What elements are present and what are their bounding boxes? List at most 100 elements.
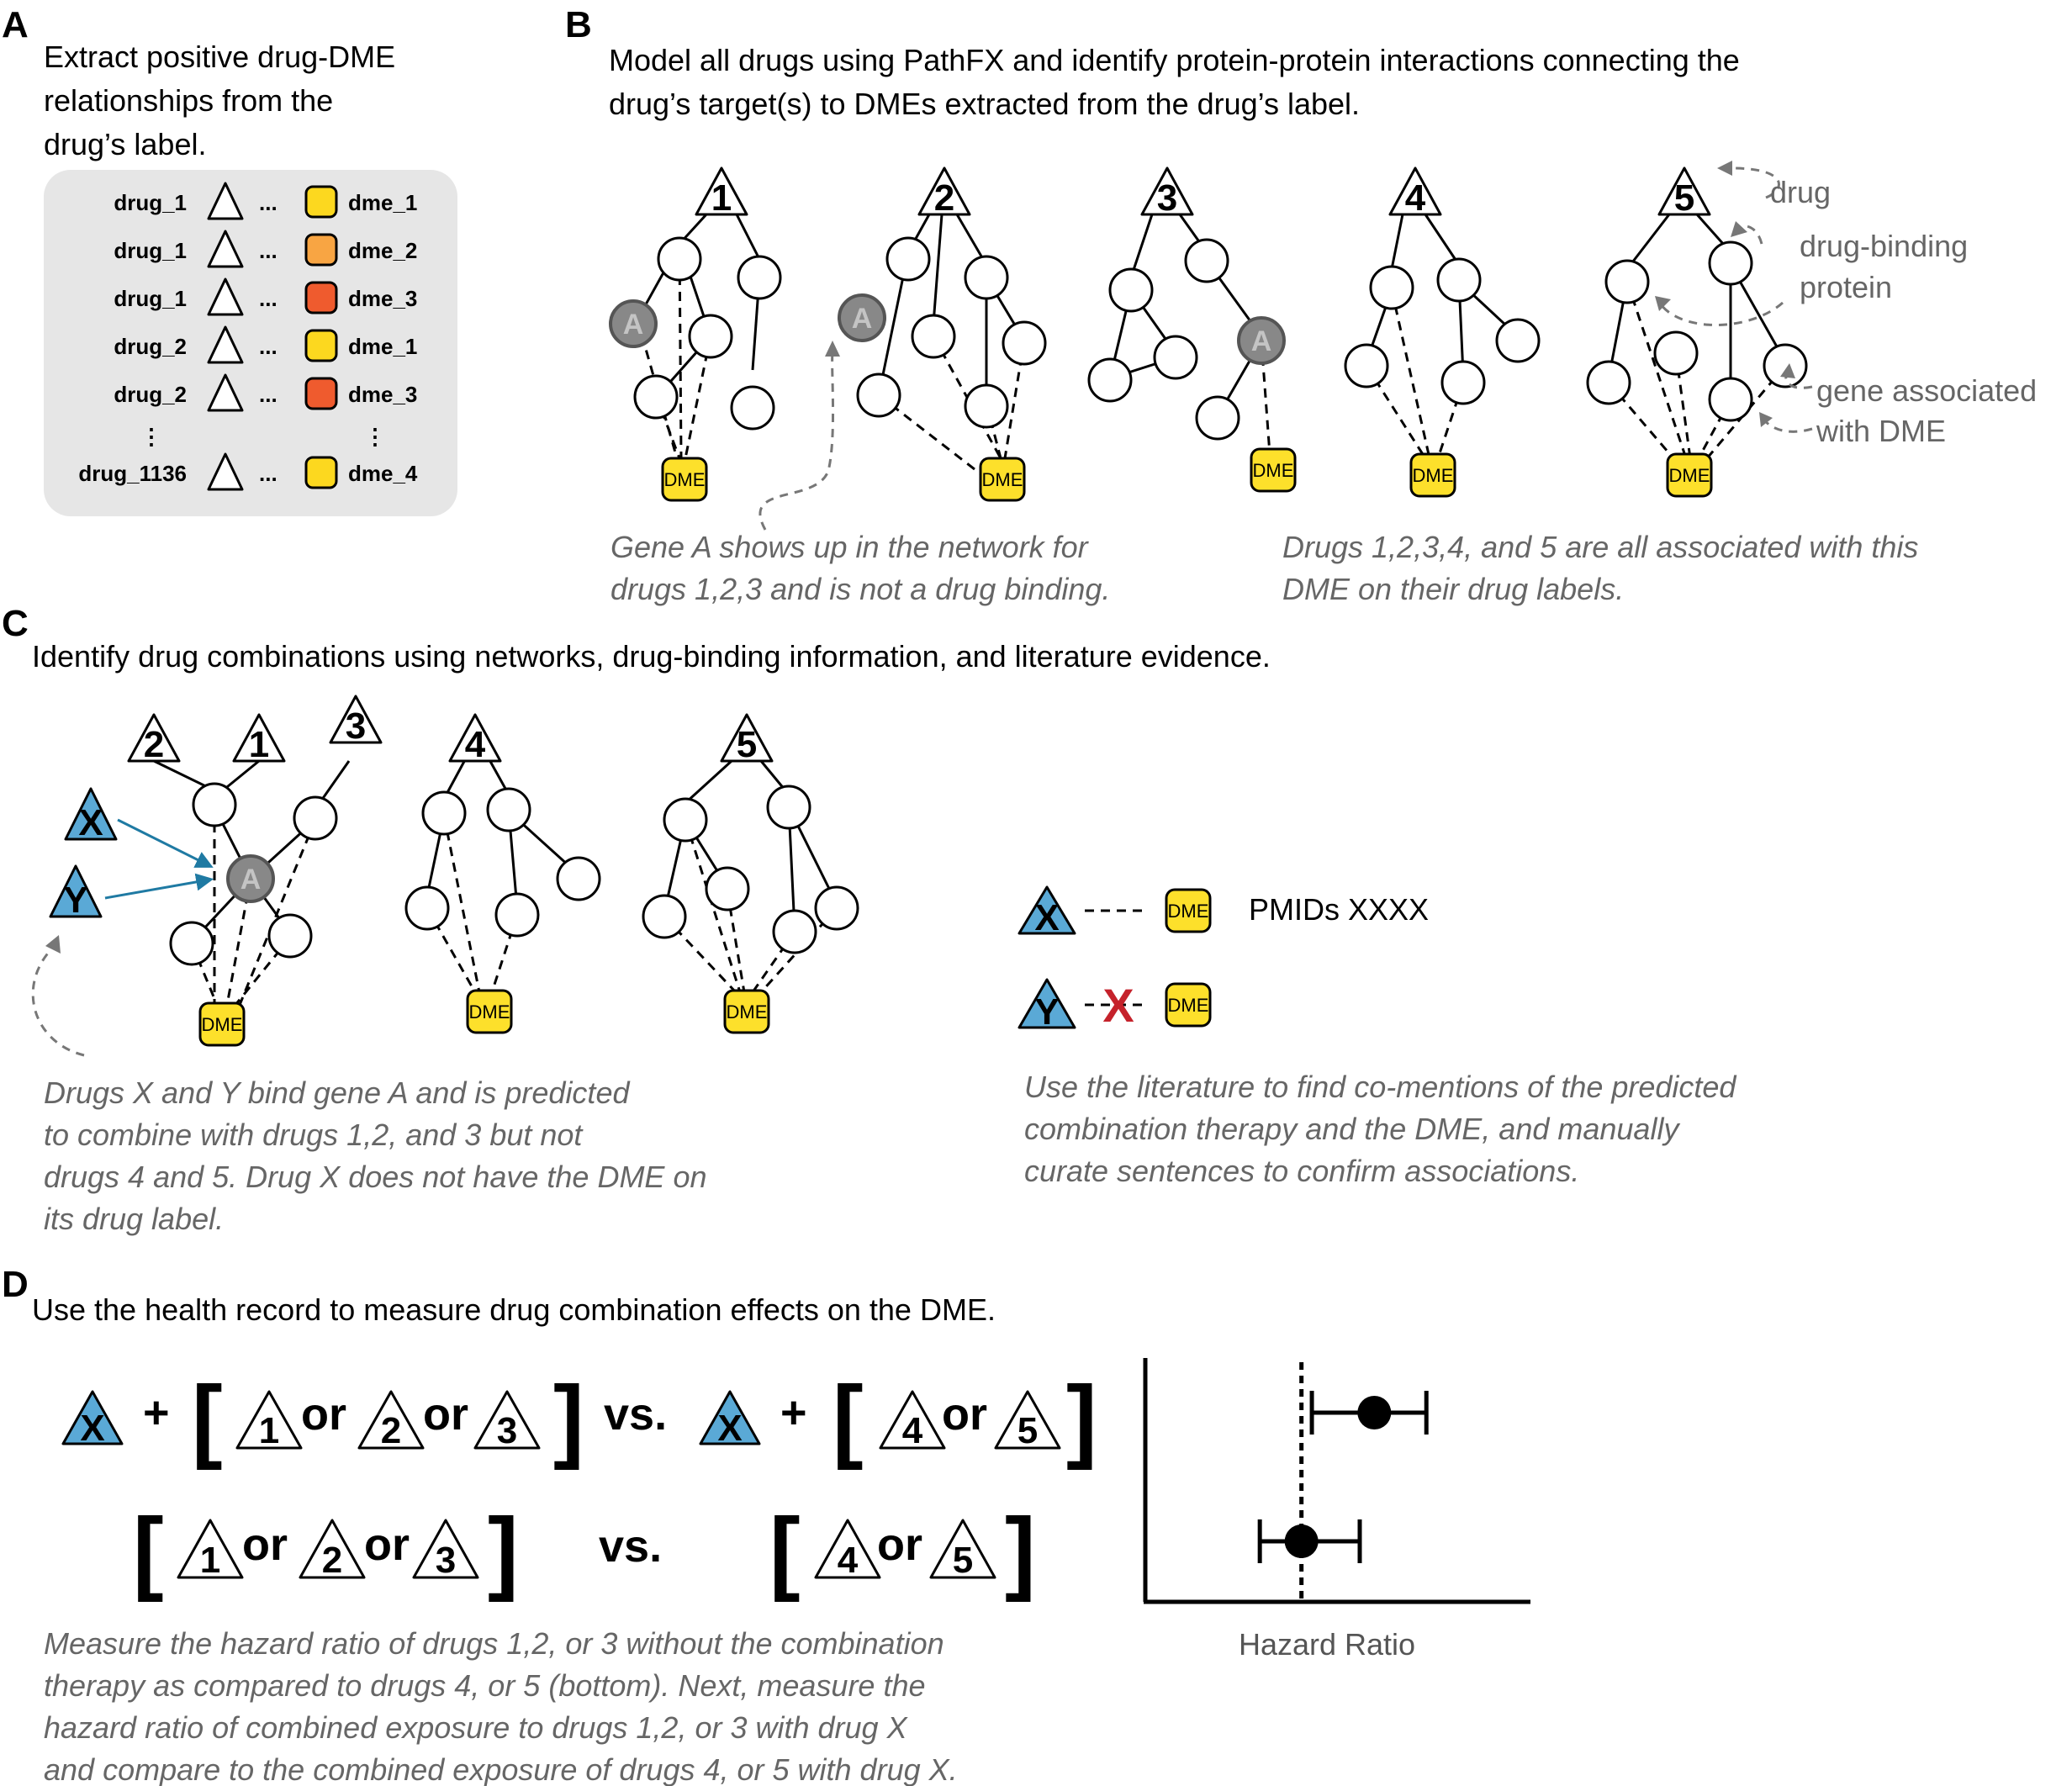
drug-triangle: [1388, 166, 1442, 216]
dme-square: [304, 233, 338, 267]
plus-sign: +: [143, 1387, 170, 1438]
heading-line: drug’s label.: [44, 127, 206, 161]
drug-triangle: [207, 182, 244, 220]
drug-y-label: Y: [1034, 991, 1059, 1033]
binding-arrow: [104, 873, 214, 900]
dme-square: [304, 456, 338, 489]
drug-triangle: [448, 713, 502, 763]
right-bracket: ]: [488, 1499, 519, 1603]
cross-mark: X: [1102, 979, 1134, 1032]
network-drug-1: A 1 DME: [609, 166, 782, 502]
drug-triangle: [473, 1390, 541, 1450]
drug-triangle: [814, 1519, 881, 1579]
panel-d-heading: Use the health record to measure drug co…: [32, 1292, 996, 1327]
relationship-table-box: [44, 170, 457, 516]
dme-label: DME: [1168, 995, 1209, 1016]
vertical-ellipsis: ⋮: [140, 424, 162, 449]
drug-triangle: [1140, 166, 1194, 216]
estimate-point: [1357, 1396, 1392, 1429]
left-bracket: [: [769, 1499, 801, 1603]
drug-triangle: [232, 713, 286, 763]
dme-box: [661, 457, 708, 502]
panel-c-caption-left: to combine with drugs 1,2, and 3 but not: [44, 1118, 584, 1152]
panel-b-caption-left: Gene A shows up in the network for: [610, 530, 1090, 564]
drug-name: drug_1136: [78, 461, 187, 486]
drug-number: 5: [737, 724, 757, 765]
drug-number: 1: [711, 177, 732, 219]
dme-box: [723, 989, 770, 1034]
drug-number: 1: [259, 1410, 279, 1451]
network-drug-2: A 2 DME: [838, 166, 1047, 502]
gene-a-node: [838, 293, 886, 342]
panel-b-caption-right: DME on their drug labels.: [1282, 572, 1624, 606]
plus-sign: +: [780, 1387, 807, 1438]
dme-name: dme_4: [348, 461, 418, 486]
drug-y-label: Y: [63, 880, 87, 921]
ellipsis: ...: [259, 461, 278, 486]
dme-square: [304, 281, 338, 314]
legend-binding: protein: [1800, 270, 1892, 304]
arrowhead: [45, 935, 61, 954]
drug-x-triangle: [1018, 885, 1076, 935]
dme-label: DME: [469, 1001, 510, 1022]
drug-name: drug_1: [114, 238, 187, 263]
dme-name: dme_3: [348, 382, 417, 407]
ellipsis: ...: [259, 334, 278, 359]
drug-number: 2: [381, 1410, 401, 1451]
drug-triangle: [929, 1519, 996, 1579]
panel-c-caption-left: its drug label.: [44, 1202, 224, 1236]
gene-a-node: [1237, 316, 1286, 365]
dme-square: [304, 185, 338, 219]
drug-number: 3: [497, 1410, 517, 1451]
drug-number: 3: [436, 1540, 456, 1581]
drug-number: 3: [346, 705, 366, 747]
dme-square: [304, 329, 338, 362]
panel-c-caption-right: Use the literature to find co-mentions o…: [1024, 1070, 1736, 1104]
curved-arrow: [1763, 418, 1813, 433]
dme-name: dme_2: [348, 238, 417, 263]
drug-number: 1: [200, 1540, 220, 1581]
arrowhead: [1780, 363, 1795, 378]
drug-x-triangle: [64, 787, 118, 841]
legend-gene: gene associated: [1816, 373, 2037, 408]
drug-number: 5: [953, 1540, 973, 1581]
gene-a-label: A: [623, 309, 644, 341]
drug-triangle: [207, 325, 244, 364]
or-word: or: [364, 1519, 410, 1570]
relationship-table: drug_1... dme_1 drug_1... dme_2 drug_1... dme…: [78, 182, 418, 491]
drug-triangle: [127, 713, 181, 763]
gene-a-node: [226, 854, 275, 903]
drug-triangle: [994, 1390, 1061, 1450]
gene-a-label: A: [240, 864, 262, 896]
dme-box: [1409, 452, 1456, 498]
panel-d-caption: hazard ratio of combined exposure to dru…: [44, 1710, 909, 1745]
drug-name: drug_1: [114, 190, 187, 215]
arrowhead: [1717, 161, 1732, 176]
drug-name: drug_1: [114, 286, 187, 311]
gene-a-label: A: [1251, 325, 1272, 357]
drug-triangle: [357, 1390, 425, 1450]
curved-arrow: [1659, 301, 1784, 326]
dme-label: DME: [1168, 901, 1209, 922]
arrowhead: [1655, 296, 1671, 311]
panel-label-a: A: [2, 4, 29, 45]
dme-label: DME: [202, 1014, 243, 1035]
drug-triangle: [720, 713, 774, 763]
panel-c-caption-left: drugs 4 and 5. Drug X does not have the …: [44, 1160, 706, 1194]
or-word: or: [942, 1389, 987, 1440]
curved-arrow: [758, 352, 835, 531]
dme-box: [1250, 447, 1297, 493]
drug-x-label: X: [717, 1408, 742, 1449]
drug-y-triangle: [1018, 978, 1076, 1029]
drug-name: drug_2: [114, 334, 187, 359]
drug-triangle: [879, 1390, 946, 1450]
right-bracket: ]: [1005, 1499, 1036, 1603]
panel-label-d: D: [2, 1264, 29, 1305]
ellipsis: ...: [259, 382, 278, 407]
drug-number: 4: [1405, 177, 1426, 219]
drug-triangle: [207, 230, 244, 268]
panel-b-heading-line: Model all drugs using PathFX and identif…: [609, 43, 1740, 77]
drug-triangle: [329, 695, 383, 744]
drug-number: 4: [465, 724, 486, 765]
panel-label-b: B: [565, 4, 592, 45]
